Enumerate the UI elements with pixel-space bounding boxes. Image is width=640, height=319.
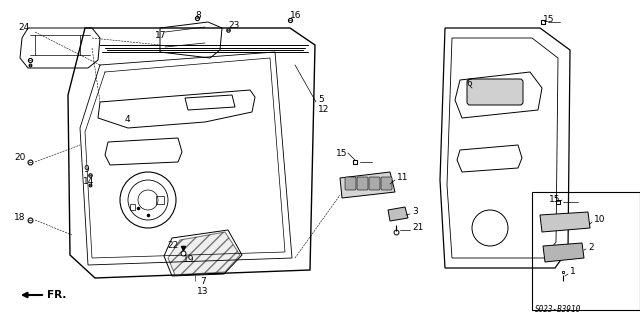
Polygon shape	[340, 172, 395, 198]
Text: 15: 15	[543, 16, 554, 25]
Polygon shape	[388, 207, 408, 221]
Text: 18: 18	[14, 213, 26, 222]
FancyBboxPatch shape	[357, 177, 368, 190]
FancyBboxPatch shape	[369, 177, 380, 190]
Polygon shape	[540, 212, 590, 232]
Bar	[532, 192, 640, 310]
Text: 4: 4	[125, 115, 131, 124]
Text: 1: 1	[570, 268, 576, 277]
Text: 3: 3	[412, 207, 418, 217]
Bar	[156, 196, 164, 204]
Text: 16: 16	[290, 11, 301, 20]
Text: S023-B3910: S023-B3910	[535, 306, 581, 315]
FancyBboxPatch shape	[381, 177, 392, 190]
Text: 15: 15	[549, 196, 561, 204]
Text: 9: 9	[83, 166, 89, 174]
FancyBboxPatch shape	[345, 177, 356, 190]
Polygon shape	[168, 232, 240, 275]
Text: FR.: FR.	[47, 290, 67, 300]
Text: 22: 22	[167, 241, 179, 250]
Text: 7: 7	[200, 277, 206, 286]
Text: 17: 17	[155, 32, 166, 41]
Text: 10: 10	[594, 216, 605, 225]
Text: 19: 19	[183, 256, 195, 264]
Polygon shape	[543, 243, 584, 262]
Text: 6: 6	[466, 79, 472, 88]
Text: 2: 2	[588, 242, 594, 251]
Text: 21: 21	[412, 224, 424, 233]
Text: 12: 12	[318, 106, 330, 115]
Bar	[130, 204, 135, 210]
Text: 24: 24	[18, 24, 29, 33]
Text: 8: 8	[195, 11, 201, 20]
Text: 20: 20	[14, 153, 26, 162]
Text: 14: 14	[83, 176, 94, 186]
Text: 15: 15	[336, 149, 348, 158]
Text: 23: 23	[228, 21, 239, 31]
Text: 13: 13	[197, 287, 209, 296]
Text: 11: 11	[397, 173, 408, 182]
Text: 5: 5	[318, 95, 324, 105]
FancyBboxPatch shape	[467, 79, 523, 105]
